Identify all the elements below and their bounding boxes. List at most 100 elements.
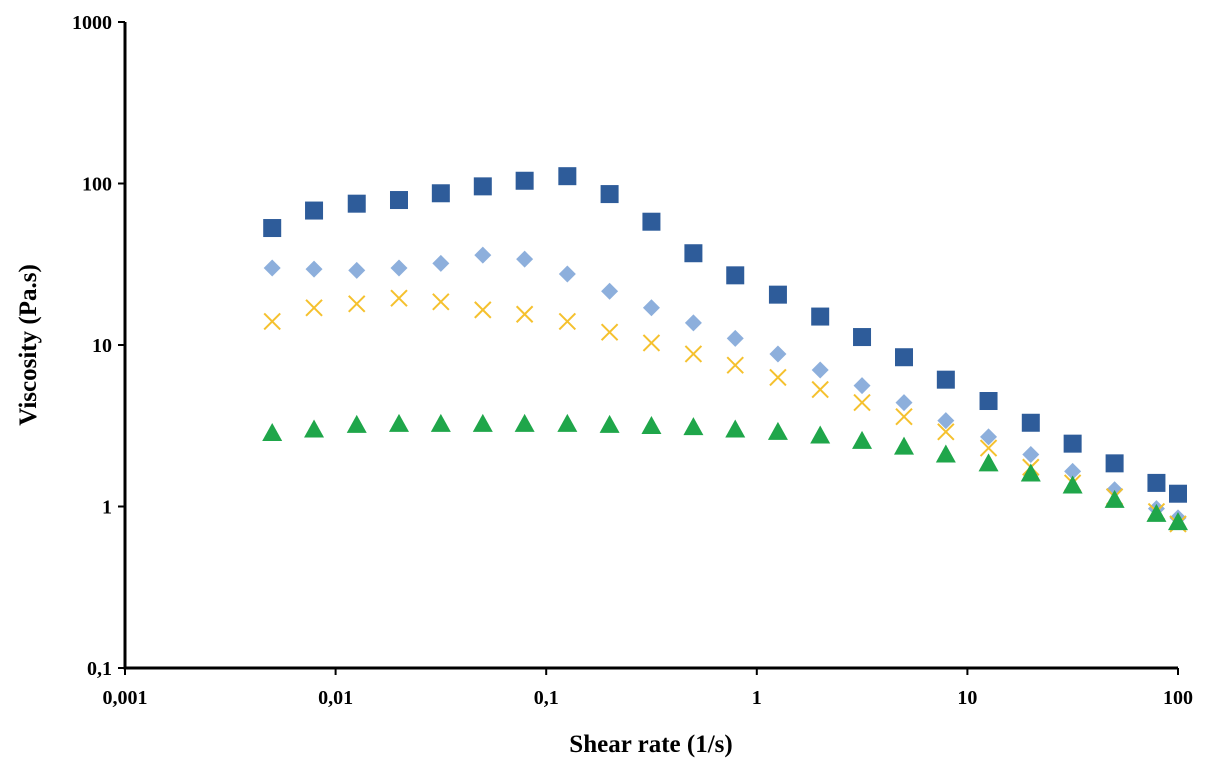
data-point-cross xyxy=(642,334,661,352)
data-point-triangle xyxy=(1146,503,1167,522)
data-point-triangle xyxy=(852,430,873,449)
axes-layer: 0,001 0,01 0,1 1 10 100 0,1 1 10 100 1000 xyxy=(72,12,1193,709)
data-point-square xyxy=(473,177,492,196)
data-point-square xyxy=(936,370,955,389)
data-point-square xyxy=(895,348,914,367)
data-point-cross xyxy=(474,301,492,319)
data-point-square xyxy=(1147,473,1166,492)
data-point-square xyxy=(263,219,282,238)
data-point-cross xyxy=(348,295,366,313)
data-point-square xyxy=(600,185,619,204)
y-tick-label: 1000 xyxy=(72,12,112,34)
data-point-diamond xyxy=(980,428,998,446)
x-tick-label: 0,1 xyxy=(534,687,559,709)
series-cross xyxy=(263,289,1187,533)
data-point-triangle xyxy=(599,414,620,433)
data-point-diamond xyxy=(348,261,366,279)
data-point-diamond xyxy=(601,282,619,300)
data-point-triangle xyxy=(1062,475,1083,494)
data-point-square xyxy=(684,244,703,263)
y-tick-label: 1 xyxy=(102,497,112,519)
y-tick-label: 10 xyxy=(92,335,112,357)
data-point-cross xyxy=(515,305,534,323)
data-point-square xyxy=(1169,484,1187,503)
data-point-triangle xyxy=(1020,463,1041,482)
x-tick-label: 100 xyxy=(1163,687,1193,709)
data-point-diamond xyxy=(769,345,787,363)
data-point-triangle xyxy=(767,421,788,440)
data-point-square xyxy=(1105,454,1124,473)
data-point-diamond xyxy=(895,394,913,412)
data-point-triangle xyxy=(557,413,578,432)
data-point-diamond xyxy=(1106,481,1124,499)
data-point-triangle xyxy=(304,419,325,438)
data-point-cross xyxy=(390,289,408,307)
data-point-cross xyxy=(979,439,998,457)
data-point-square xyxy=(768,285,787,304)
data-point-triangle xyxy=(388,413,409,432)
data-point-cross xyxy=(811,380,829,399)
data-point-square xyxy=(515,171,534,190)
data-point-triangle xyxy=(683,417,704,436)
data-point-diamond xyxy=(390,259,408,277)
data-point-diamond xyxy=(305,260,323,278)
data-point-square xyxy=(305,201,324,220)
data-point-diamond xyxy=(853,377,871,395)
data-point-square xyxy=(389,191,408,210)
data-point-diamond xyxy=(642,299,660,317)
data-point-cross xyxy=(726,356,744,374)
data-point-diamond xyxy=(684,314,702,332)
data-point-triangle xyxy=(1168,512,1188,531)
data-point-square xyxy=(979,392,998,411)
data-point-diamond xyxy=(558,265,576,283)
data-point-triangle xyxy=(346,414,367,433)
data-point-square xyxy=(642,212,661,231)
data-point-triangle xyxy=(978,453,999,472)
data-point-square xyxy=(853,328,872,347)
data-point-diamond xyxy=(726,329,744,347)
data-point-diamond xyxy=(474,246,492,264)
series-triangle xyxy=(262,413,1188,531)
data-point-diamond xyxy=(432,254,450,272)
data-point-triangle xyxy=(894,436,915,455)
data-point-cross xyxy=(432,293,450,311)
data-point-triangle xyxy=(641,416,662,435)
y-axis-title: Viscosity (Pa.s) xyxy=(15,264,42,426)
data-point-cross xyxy=(684,345,703,363)
x-tick-label: 10 xyxy=(957,687,977,709)
series-diamond xyxy=(263,246,1187,527)
data-point-diamond xyxy=(1064,462,1082,480)
data-point-square xyxy=(811,307,830,326)
data-point-square xyxy=(347,194,366,213)
series-square xyxy=(263,167,1187,503)
data-point-triangle xyxy=(514,413,535,432)
data-point-square xyxy=(726,266,745,285)
data-point-triangle xyxy=(935,444,956,463)
data-point-cross xyxy=(853,393,871,412)
y-tick-label: 100 xyxy=(82,174,112,196)
data-point-diamond xyxy=(937,412,955,430)
data-point-triangle xyxy=(725,419,746,438)
data-point-cross xyxy=(558,312,577,331)
data-point-triangle xyxy=(1104,489,1125,508)
data-point-cross xyxy=(305,299,323,317)
data-point-cross xyxy=(895,407,913,426)
data-point-diamond xyxy=(263,259,281,277)
data-point-diamond xyxy=(516,250,534,268)
data-point-diamond xyxy=(1022,445,1040,463)
data-point-cross xyxy=(263,312,281,331)
data-point-triangle xyxy=(472,413,493,432)
y-tick-label: 0,1 xyxy=(87,658,112,680)
data-point-square xyxy=(558,167,577,186)
data-point-triangle xyxy=(262,423,283,442)
data-point-cross xyxy=(769,368,787,387)
data-point-square xyxy=(1063,434,1082,453)
data-point-cross xyxy=(937,423,955,441)
data-point-triangle xyxy=(430,413,451,432)
data-point-triangle xyxy=(810,425,831,444)
data-point-diamond xyxy=(811,361,829,379)
data-point-cross xyxy=(600,323,619,341)
x-tick-label: 0,001 xyxy=(103,687,148,709)
x-tick-label: 1 xyxy=(752,687,762,709)
